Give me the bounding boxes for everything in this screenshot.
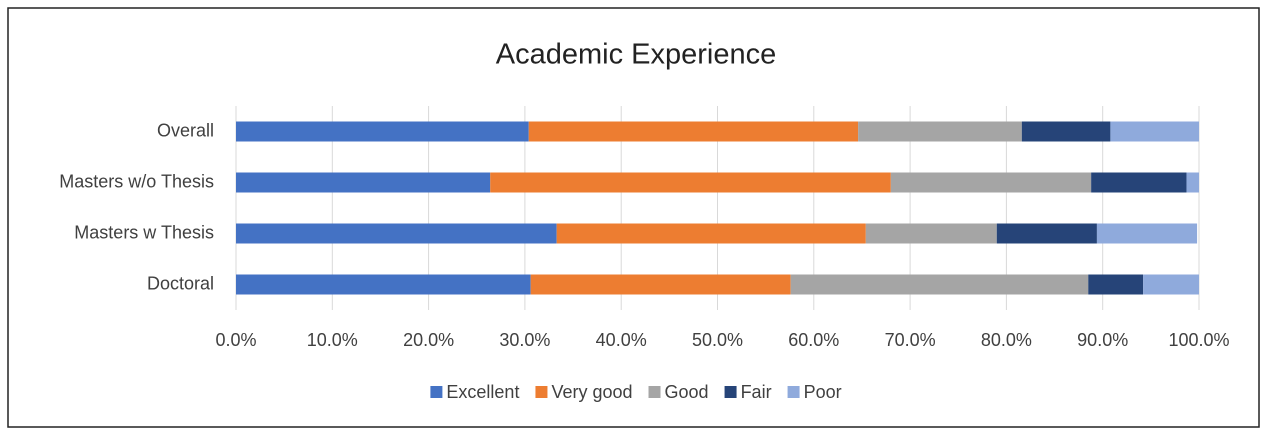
chart-border (7, 7, 1260, 428)
x-tick-label: 30.0% (499, 330, 550, 350)
bar-segment (236, 274, 531, 295)
legend-label: Poor (804, 382, 842, 402)
x-tick-label: 100.0% (1168, 330, 1229, 350)
x-tick-label: 90.0% (1077, 330, 1128, 350)
y-tick-label: Overall (157, 120, 214, 140)
bar-segment (890, 172, 1092, 193)
bar-segment (236, 172, 491, 193)
legend-swatch (535, 386, 548, 398)
y-tick-label: Masters w/o Thesis (59, 171, 214, 191)
bar-segment (996, 223, 1097, 244)
bar-segment (1110, 121, 1199, 142)
legend-swatch (648, 386, 661, 398)
bar-segment (530, 274, 791, 295)
bar-segment (858, 121, 1022, 142)
bar-segment (528, 121, 859, 142)
legend-label: Fair (741, 382, 772, 402)
legend-swatch (430, 386, 443, 398)
legend-label: Good (665, 382, 709, 402)
bar-segment (556, 223, 866, 244)
bar-segment (1088, 274, 1144, 295)
chart-title: Academic Experience (496, 39, 776, 71)
y-tick-label: Doctoral (147, 273, 214, 293)
x-tick-label: 40.0% (596, 330, 647, 350)
x-tick-label: 50.0% (692, 330, 743, 350)
x-tick-label: 10.0% (307, 330, 358, 350)
bar-segment (236, 121, 529, 142)
x-tick-label: 70.0% (885, 330, 936, 350)
legend-label: Very good (551, 382, 632, 402)
x-tick-label: 0.0% (215, 330, 256, 350)
legend-label: Excellent (446, 382, 519, 402)
bar-segment (1021, 121, 1111, 142)
bar-segment (1186, 172, 1199, 193)
bar-segment (490, 172, 891, 193)
bar-segment (1091, 172, 1187, 193)
bar-segment (790, 274, 1089, 295)
x-tick-label: 20.0% (403, 330, 454, 350)
bar-segment (865, 223, 997, 244)
x-tick-label: 60.0% (788, 330, 839, 350)
bar-segment (1143, 274, 1199, 295)
legend-swatch (724, 386, 737, 398)
bar-segment (236, 223, 557, 244)
y-tick-label: Masters w Thesis (74, 222, 214, 242)
x-tick-label: 80.0% (981, 330, 1032, 350)
legend-swatch (787, 386, 800, 398)
bar-segment (1096, 223, 1198, 244)
